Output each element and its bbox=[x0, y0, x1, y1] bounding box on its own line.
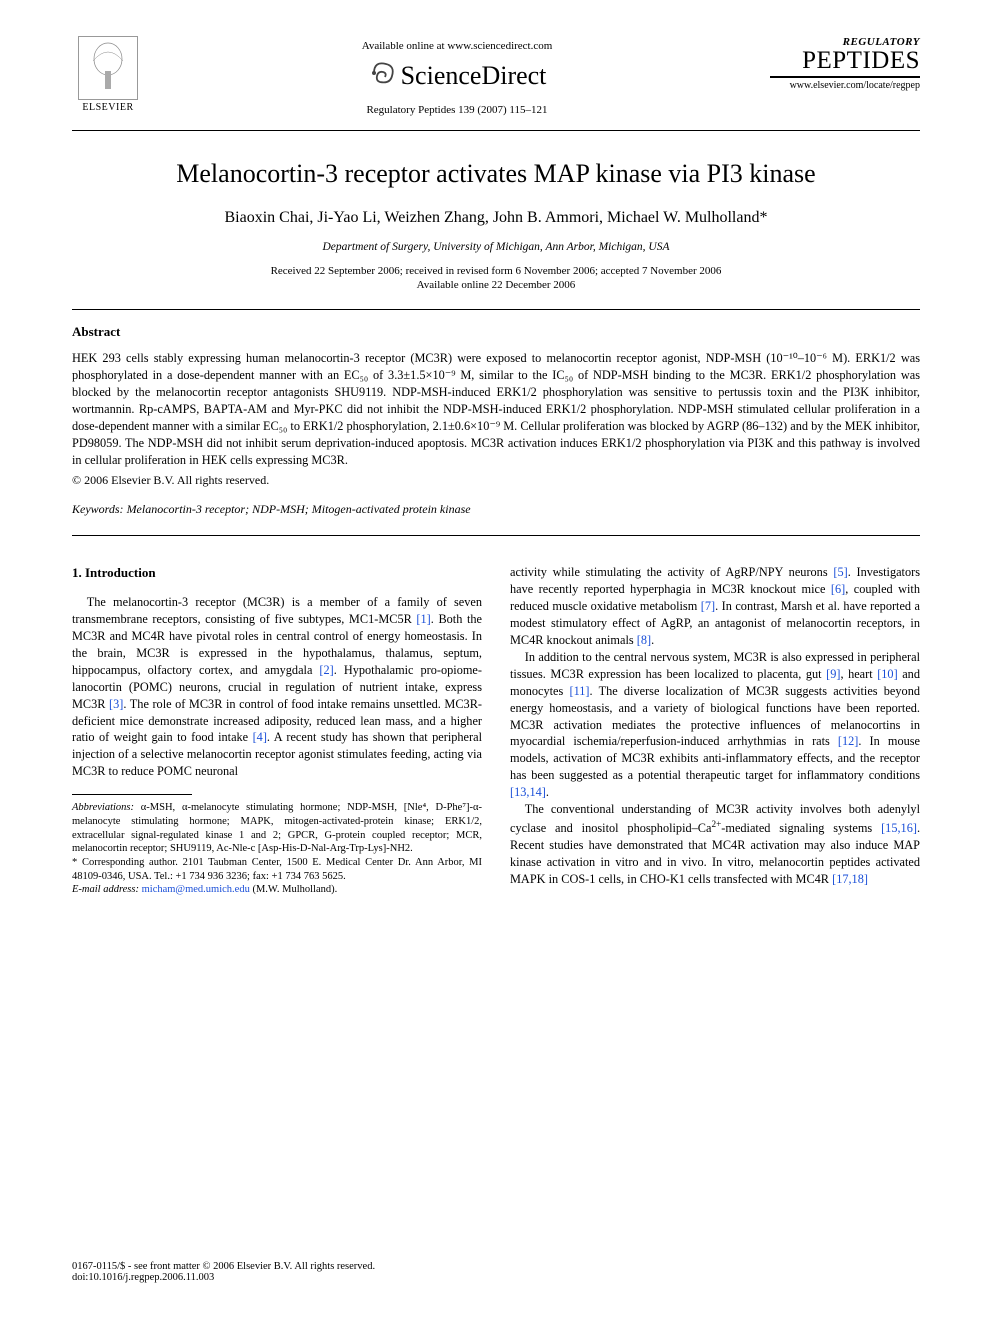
ref-link-3[interactable]: [3] bbox=[109, 697, 123, 711]
abbrev-text: α-MSH, α-melanocyte stimulating hormone;… bbox=[72, 802, 482, 854]
ref-link-9[interactable]: [9] bbox=[826, 667, 840, 681]
sciencedirect-text: ScienceDirect bbox=[401, 61, 547, 91]
journal-name-main: PEPTIDES bbox=[770, 48, 920, 73]
ref-link-5[interactable]: [5] bbox=[833, 565, 847, 579]
body-columns: 1. Introduction The melanocortin-3 recep… bbox=[72, 564, 920, 897]
ref-link-17-18[interactable]: [17,18] bbox=[832, 872, 868, 886]
keywords-line: Keywords: Melanocortin-3 receptor; NDP-M… bbox=[72, 502, 920, 517]
email-label: E-mail address: bbox=[72, 884, 139, 895]
email-tail: (M.W. Mulholland). bbox=[250, 884, 337, 895]
abbrev-label: Abbreviations: bbox=[72, 802, 134, 813]
col1-p1-text: The melanocortin-3 receptor (MC3R) is a … bbox=[72, 595, 482, 779]
email-footnote: E-mail address: micham@med.umich.edu (M.… bbox=[72, 883, 482, 897]
intro-heading: 1. Introduction bbox=[72, 564, 482, 582]
ref-link-7[interactable]: [7] bbox=[701, 599, 715, 613]
ref-link-11[interactable]: [11] bbox=[569, 684, 589, 698]
elsevier-tree-icon bbox=[78, 36, 138, 100]
center-header: Available online at www.sciencedirect.co… bbox=[144, 36, 770, 116]
abstract-body: HEK 293 cells stably expressing human me… bbox=[72, 350, 920, 469]
journal-logo: REGULATORY PEPTIDES www.elsevier.com/loc… bbox=[770, 36, 920, 91]
footer-copyright: 0167-0115/$ - see front matter © 2006 El… bbox=[72, 1261, 920, 1272]
paper-title: Melanocortin-3 receptor activates MAP ki… bbox=[72, 159, 920, 189]
col2-p3: The conventional understanding of MC3R a… bbox=[510, 801, 920, 888]
sciencedirect-swirl-icon bbox=[368, 58, 398, 94]
abstract-heading: Abstract bbox=[72, 324, 920, 340]
abstract-bottom-rule bbox=[72, 535, 920, 536]
ref-link-13-14[interactable]: [13,14] bbox=[510, 785, 546, 799]
sciencedirect-logo: ScienceDirect bbox=[144, 58, 770, 94]
elsevier-label: ELSEVIER bbox=[82, 102, 133, 113]
ref-link-10[interactable]: [10] bbox=[877, 667, 898, 681]
page-header: ELSEVIER Available online at www.science… bbox=[72, 36, 920, 116]
ref-link-6[interactable]: [6] bbox=[831, 582, 845, 596]
footer-doi: doi:10.1016/j.regpep.2006.11.003 bbox=[72, 1272, 920, 1283]
keywords-label: Keywords: bbox=[72, 502, 124, 516]
intro-para-1: The melanocortin-3 receptor (MC3R) is a … bbox=[72, 594, 482, 781]
ref-link-4[interactable]: [4] bbox=[253, 730, 267, 744]
available-date: Available online 22 December 2006 bbox=[72, 279, 920, 291]
abstract-top-rule bbox=[72, 309, 920, 310]
available-online-text: Available online at www.sciencedirect.co… bbox=[144, 40, 770, 52]
col2-p2: In addition to the central nervous syste… bbox=[510, 649, 920, 802]
abstract-copyright: © 2006 Elsevier B.V. All rights reserved… bbox=[72, 473, 920, 488]
footnote-rule bbox=[72, 794, 192, 795]
elsevier-logo: ELSEVIER bbox=[72, 36, 144, 113]
col2-p1: activity while stimulating the activity … bbox=[510, 564, 920, 649]
top-rule bbox=[72, 130, 920, 131]
author-list: Biaoxin Chai, Ji-Yao Li, Weizhen Zhang, … bbox=[72, 209, 920, 227]
ref-link-2[interactable]: [2] bbox=[319, 663, 333, 677]
ref-link-1[interactable]: [1] bbox=[416, 612, 430, 626]
journal-reference: Regulatory Peptides 139 (2007) 115–121 bbox=[144, 104, 770, 116]
email-link[interactable]: micham@med.umich.edu bbox=[142, 884, 250, 895]
ref-link-12[interactable]: [12] bbox=[838, 734, 859, 748]
ref-link-8[interactable]: [8] bbox=[637, 633, 651, 647]
keywords-text: Melanocortin-3 receptor; NDP-MSH; Mitoge… bbox=[124, 502, 471, 516]
journal-logo-rule bbox=[770, 76, 920, 78]
page-footer: 0167-0115/$ - see front matter © 2006 El… bbox=[72, 1261, 920, 1283]
abbreviations-footnote: Abbreviations: α-MSH, α-melanocyte stimu… bbox=[72, 801, 482, 856]
corresponding-author-footnote: * Corresponding author. 2101 Taubman Cen… bbox=[72, 856, 482, 883]
left-column: 1. Introduction The melanocortin-3 recep… bbox=[72, 564, 482, 897]
right-column: activity while stimulating the activity … bbox=[510, 564, 920, 897]
ref-link-15-16[interactable]: [15,16] bbox=[881, 821, 917, 835]
journal-url[interactable]: www.elsevier.com/locate/regpep bbox=[770, 80, 920, 91]
affiliation: Department of Surgery, University of Mic… bbox=[72, 241, 920, 253]
received-dates: Received 22 September 2006; received in … bbox=[72, 265, 920, 277]
